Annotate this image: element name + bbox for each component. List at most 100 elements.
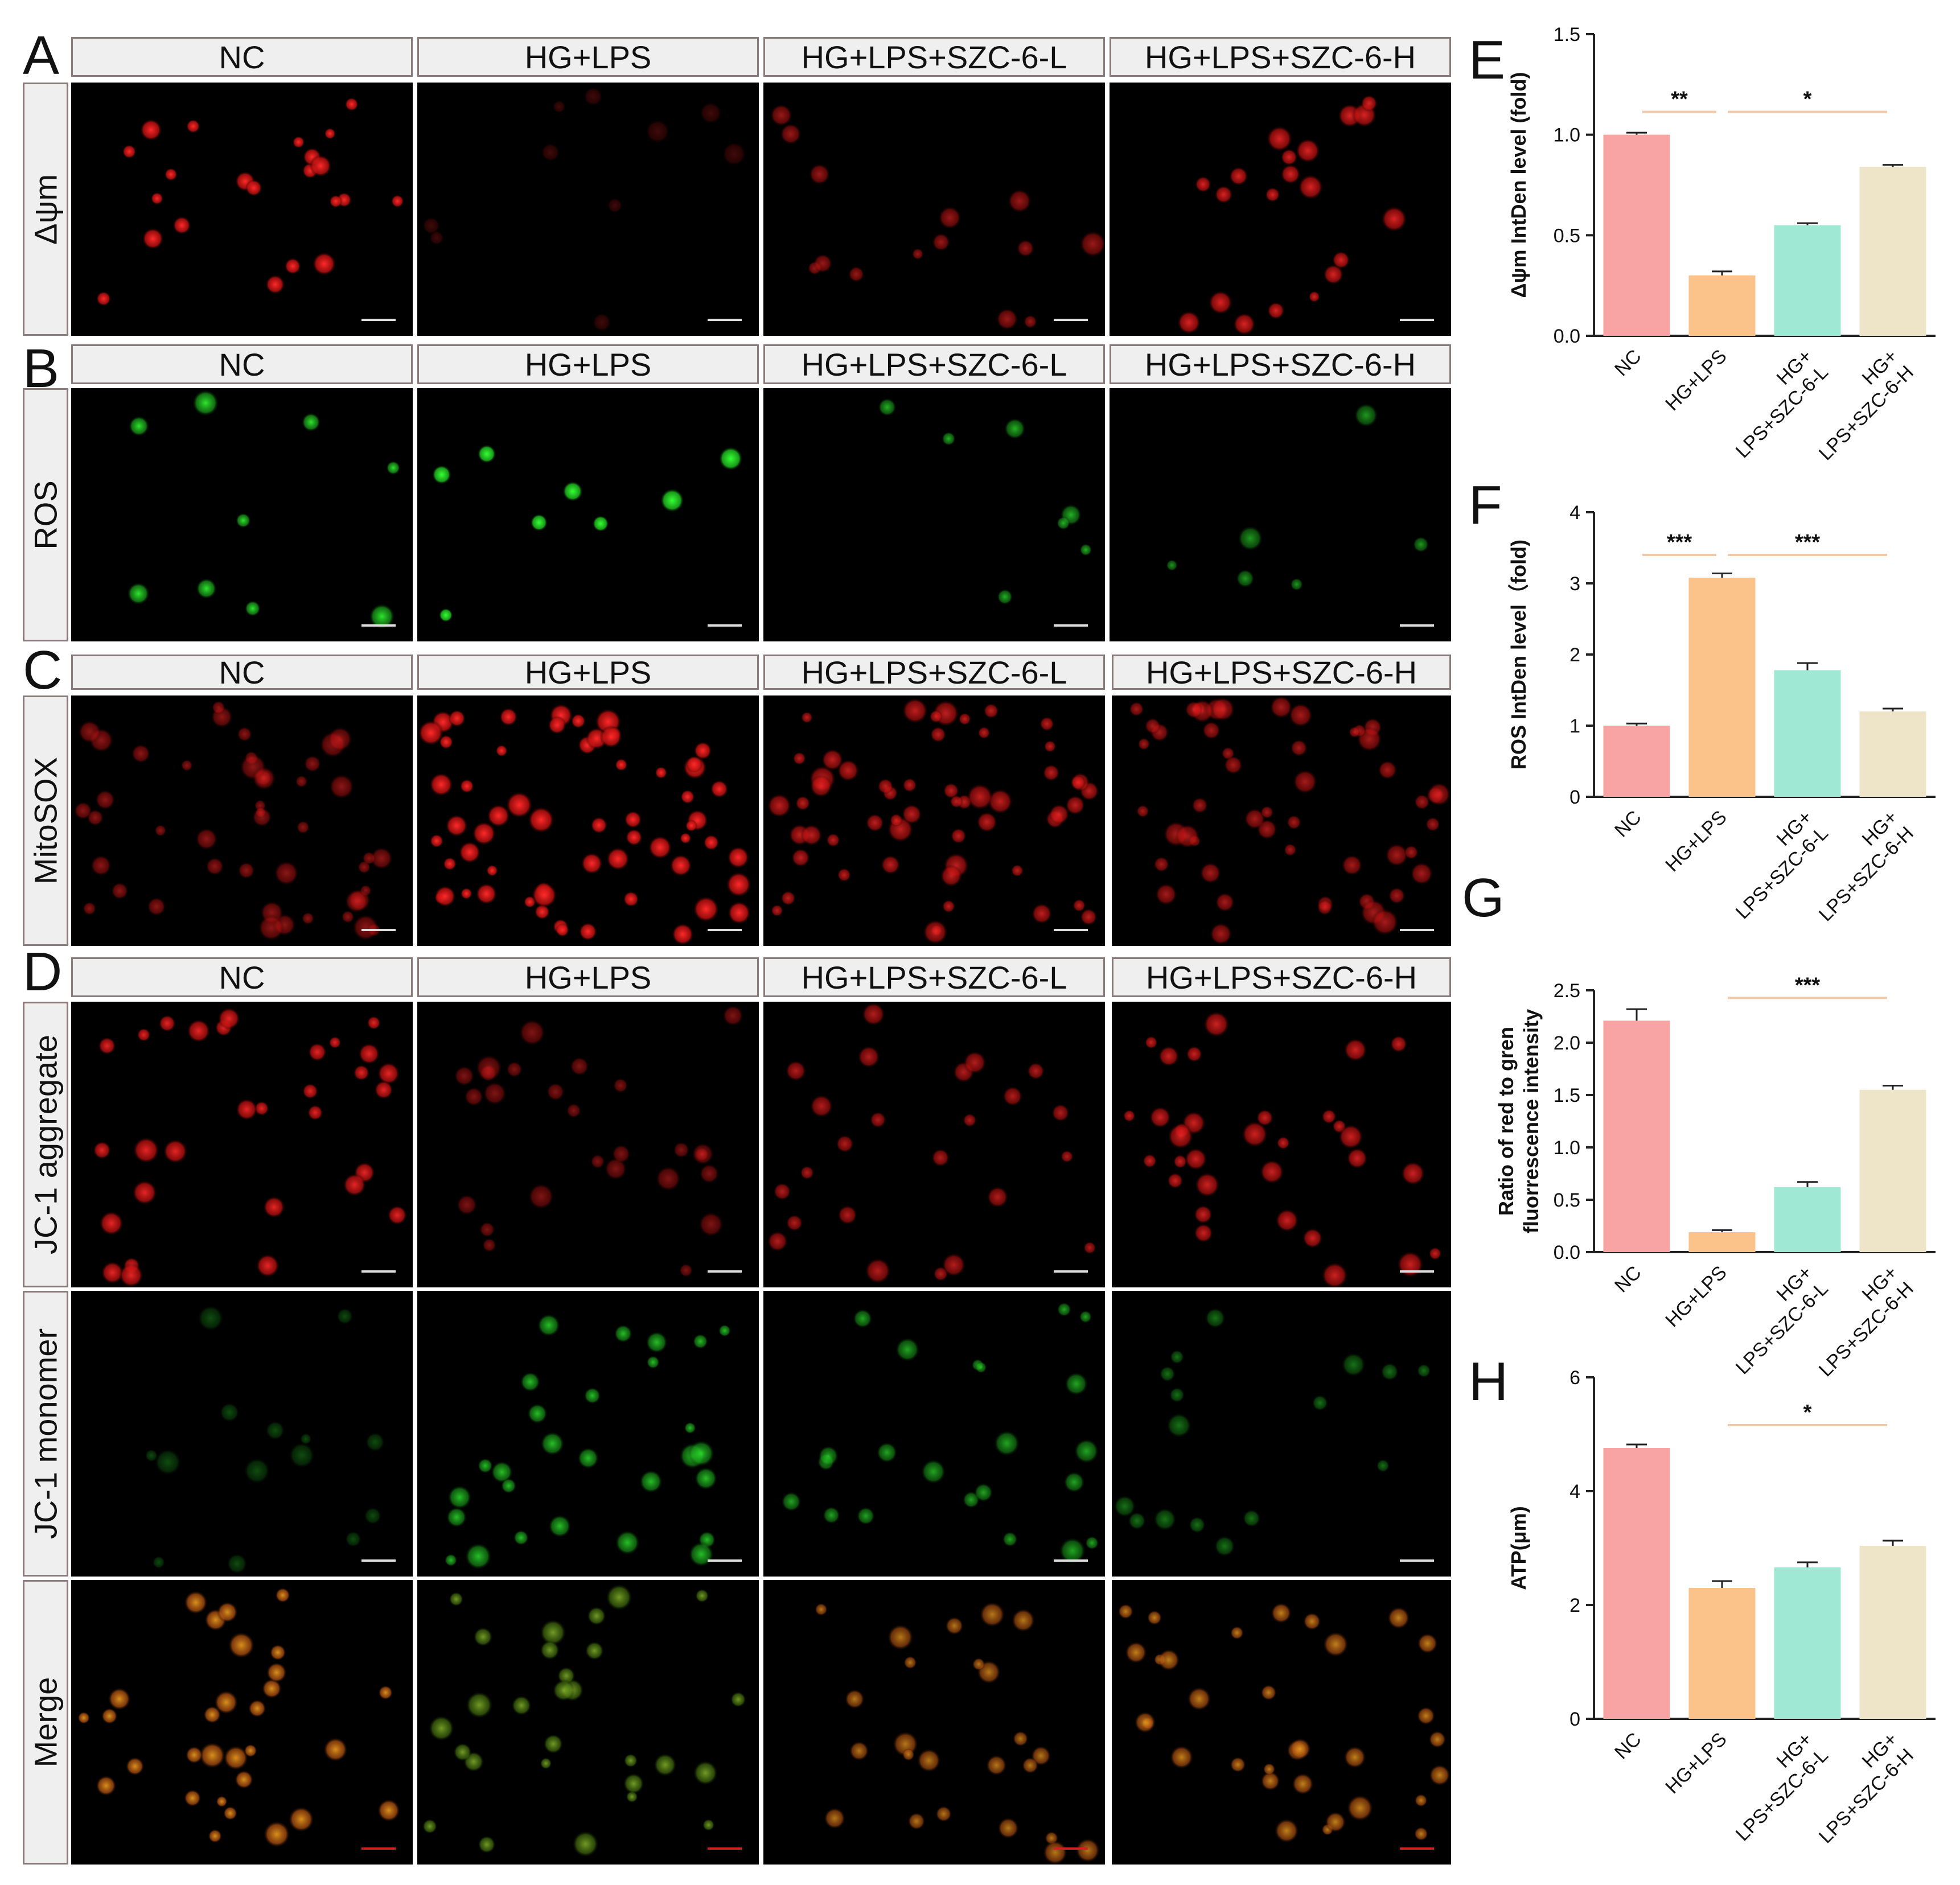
micrograph-field bbox=[1166, 403, 1434, 627]
panel-letter-f: F bbox=[1469, 475, 1502, 536]
cell bbox=[986, 1755, 1007, 1776]
x-tick-label: HG+LPS bbox=[1661, 806, 1731, 876]
cell bbox=[1312, 1394, 1328, 1411]
cell bbox=[482, 1238, 496, 1253]
x-tick-label: HG+LPS bbox=[1661, 1728, 1731, 1798]
cell bbox=[324, 127, 336, 139]
scale-bar bbox=[1400, 319, 1434, 321]
cell bbox=[703, 834, 720, 851]
cell bbox=[1241, 1121, 1268, 1148]
cell bbox=[1065, 795, 1086, 815]
cell bbox=[429, 231, 444, 245]
error-bar bbox=[1883, 164, 1903, 167]
cell bbox=[993, 1430, 1020, 1456]
cell bbox=[289, 1442, 315, 1468]
cell bbox=[997, 1817, 1019, 1839]
cell bbox=[1022, 1757, 1039, 1774]
cell bbox=[1169, 1745, 1194, 1769]
header-b-szc6h: HG+LPS+SZC-6-H bbox=[1110, 344, 1451, 384]
micrograph-field bbox=[73, 701, 396, 941]
cell bbox=[848, 266, 865, 282]
micrograph-b-nc bbox=[71, 388, 413, 641]
cell bbox=[236, 1098, 258, 1121]
cell bbox=[786, 1214, 803, 1232]
cell bbox=[1292, 1773, 1314, 1795]
cell bbox=[821, 748, 844, 771]
cell bbox=[308, 1043, 327, 1061]
cell bbox=[699, 1163, 720, 1184]
cell bbox=[198, 1305, 224, 1331]
cell bbox=[1361, 94, 1378, 112]
cell bbox=[548, 1514, 572, 1538]
cell bbox=[186, 119, 200, 134]
scale-bar bbox=[1054, 1270, 1088, 1273]
cell bbox=[767, 793, 792, 818]
cell bbox=[1260, 1684, 1277, 1701]
cell bbox=[214, 1690, 239, 1715]
x-tick-label: HG+LPS bbox=[1661, 345, 1731, 415]
cell bbox=[378, 1685, 393, 1700]
cell bbox=[1136, 804, 1149, 818]
cell bbox=[302, 1083, 318, 1100]
cell bbox=[1134, 1711, 1156, 1734]
error-bar bbox=[1712, 270, 1732, 275]
cell bbox=[648, 836, 672, 859]
panel-letter-a: A bbox=[23, 25, 60, 86]
bar bbox=[1603, 726, 1670, 797]
cell bbox=[623, 891, 639, 907]
cell bbox=[428, 1715, 455, 1742]
bar bbox=[1688, 1232, 1756, 1252]
y-tick-label: 0.5 bbox=[1554, 225, 1580, 246]
micrograph-c-hglps bbox=[417, 695, 759, 946]
cell bbox=[343, 1173, 367, 1197]
cell bbox=[669, 854, 692, 877]
cell bbox=[1079, 1310, 1092, 1323]
header-c-hglps: HG+LPS bbox=[417, 655, 759, 690]
cell bbox=[1244, 808, 1265, 830]
cell bbox=[1187, 1686, 1211, 1711]
cell bbox=[1238, 525, 1263, 551]
error-bar bbox=[1626, 1443, 1647, 1448]
y-axis-label: Δψm IntDen level (fold) bbox=[1507, 72, 1530, 298]
significance-label: *** bbox=[1795, 973, 1821, 997]
cell bbox=[472, 821, 496, 846]
cell bbox=[730, 1691, 746, 1707]
error-bar bbox=[1797, 662, 1818, 670]
micrograph-a-nc bbox=[71, 83, 413, 336]
cell bbox=[929, 710, 943, 723]
cell bbox=[966, 783, 993, 810]
micrograph-d-monomer-nc bbox=[71, 1291, 413, 1577]
cell bbox=[1177, 310, 1201, 335]
panel-letter-c: C bbox=[23, 640, 63, 701]
cell bbox=[265, 1421, 285, 1440]
cell bbox=[837, 1205, 857, 1225]
micrograph-field bbox=[1123, 1011, 1442, 1287]
cell bbox=[1276, 1136, 1290, 1150]
micrograph-d-monomer-szc6h bbox=[1112, 1291, 1451, 1577]
cell bbox=[245, 179, 262, 197]
cell bbox=[296, 820, 310, 834]
cell bbox=[1400, 1161, 1425, 1186]
cell bbox=[698, 1212, 724, 1237]
micrograph-field bbox=[1129, 695, 1451, 945]
cell bbox=[1075, 1838, 1100, 1863]
cell bbox=[942, 899, 955, 913]
cell bbox=[599, 725, 623, 748]
cell bbox=[726, 871, 751, 898]
cell bbox=[975, 1361, 987, 1373]
cell bbox=[465, 1542, 492, 1570]
cell bbox=[478, 1835, 496, 1854]
cell bbox=[1031, 903, 1053, 924]
cell bbox=[935, 1805, 952, 1822]
cell bbox=[477, 445, 496, 464]
header-a-szc6h: HG+LPS+SZC-6-H bbox=[1110, 37, 1451, 77]
cell bbox=[1202, 721, 1221, 740]
cell bbox=[654, 1753, 677, 1777]
cell bbox=[584, 1387, 601, 1404]
cell bbox=[150, 192, 163, 205]
bar bbox=[1774, 225, 1841, 336]
cell bbox=[688, 1541, 714, 1567]
micrograph-b-szc6l bbox=[763, 388, 1105, 641]
cell bbox=[145, 1449, 158, 1462]
cell bbox=[1280, 149, 1298, 166]
